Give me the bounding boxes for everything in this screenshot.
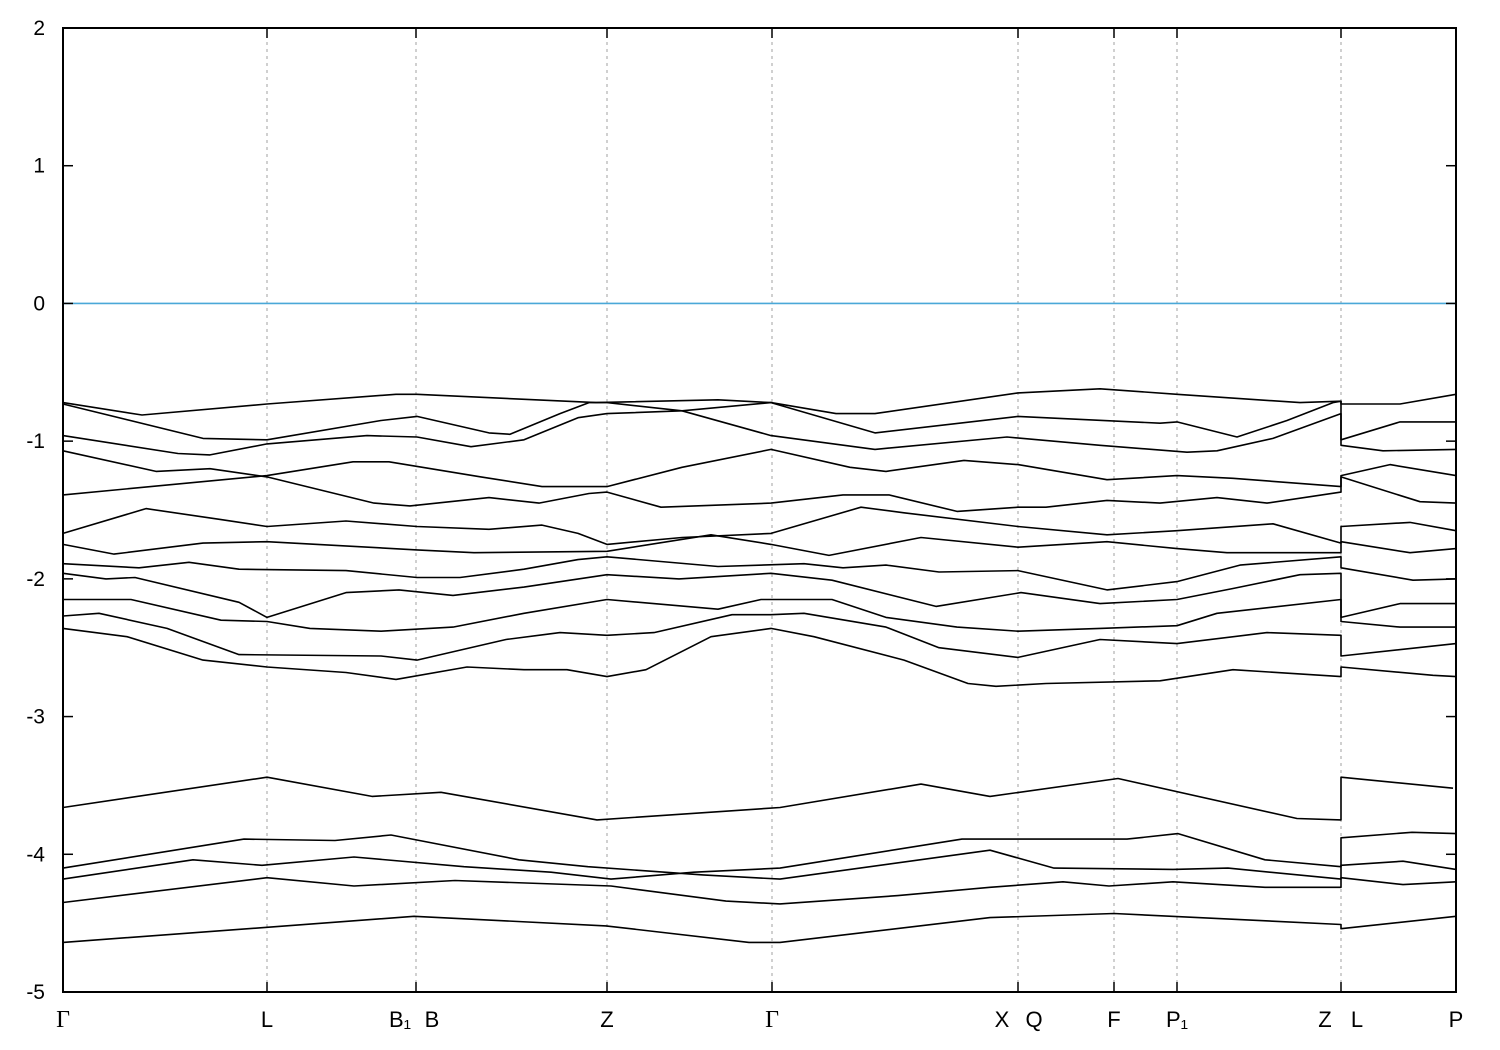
y-tick-label: -2 [26,568,45,591]
band-line-11 [62,612,1457,661]
y-tick-label: -1 [26,430,45,453]
x-tick-label: X [995,1007,1010,1032]
vertical-gridlines [266,28,1342,992]
x-tick-label: L [261,1007,273,1032]
band-line-13 [62,776,1454,821]
y-tick-label: -4 [26,843,45,866]
x-tick-label: Q [1025,1007,1042,1032]
x-tick-label: B₁ [389,1007,411,1032]
band-line-10 [63,598,1456,632]
band-line-17 [62,912,1457,944]
x-tick-label: Z [1318,1007,1331,1032]
x-tick-label: P [1449,1007,1464,1032]
band-line-9 [62,572,1456,619]
band-line-3 [62,400,1456,456]
x-tick-label: Γ [765,1007,779,1033]
y-tick-label: 1 [33,155,45,178]
x-tick-label: F [1107,1007,1120,1032]
band-line-6 [62,506,1457,546]
y-axis: 2 1 0 -1 -2 -3 -4 -5 [26,17,1456,1004]
band-line-2 [62,401,1457,453]
y-tick-label: 0 [33,292,45,315]
band-line-15 [62,831,1457,880]
band-line-1 [62,388,1457,416]
y-tick-label: -3 [26,706,45,729]
band-line-14 [62,834,1457,880]
x-tick-label: Z [600,1007,613,1032]
band-line-5 [62,448,1457,496]
x-tick-label: Γ [56,1007,70,1033]
plot-frame [62,27,1457,993]
y-tick-label: -5 [26,981,45,1004]
bands [62,388,1457,944]
band-line-8 [62,556,1457,591]
x-axis: Γ L B₁ B Z Γ X Q F P₁ Z L P [56,28,1463,1033]
band-line-4 [62,450,1457,513]
x-tick-label: B [425,1007,440,1032]
band-line-7 [62,534,1457,557]
x-tick-label: P₁ [1166,1007,1188,1032]
band-line-12 [62,627,1457,688]
band-line-16 [62,876,1457,905]
x-tick-label: L [1351,1007,1363,1032]
y-tick-label: 2 [33,17,45,40]
